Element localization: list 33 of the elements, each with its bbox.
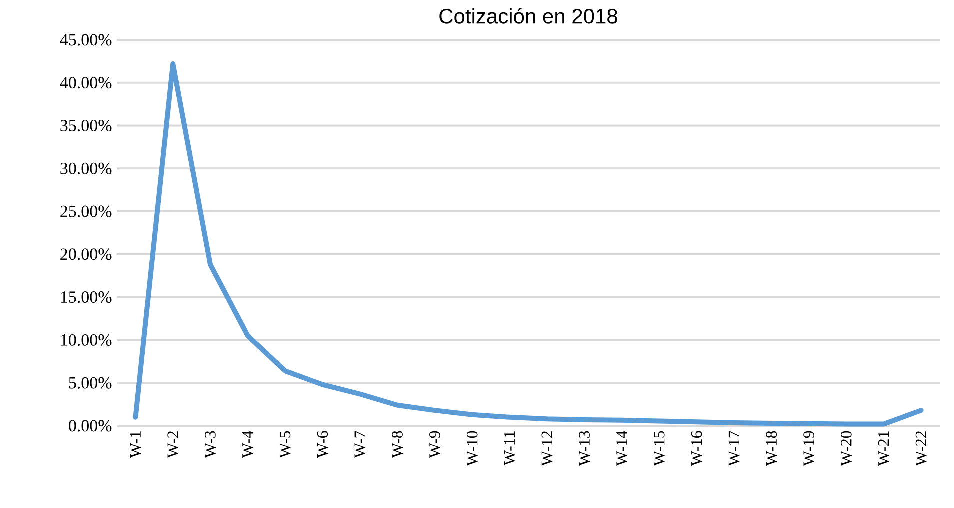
x-tick-label: W-2 [168,432,179,458]
y-tick-label: 15.00% [61,292,112,304]
x-tick-label: W-19 [804,431,814,466]
chart-title: Cotización en 2018 [440,8,618,24]
x-tick-label: W-1 [130,432,142,458]
y-tick-label: 20.00% [60,248,112,260]
x-tick-label: W-17 [728,431,740,466]
x-tick-label: W-13 [579,431,590,466]
x-tick-label: W-6 [317,431,328,458]
y-tick-label: 45.00% [60,34,112,46]
y-tick-label: 5.00% [69,377,112,389]
x-tick-label: W-20 [841,431,852,466]
x-tick-label: W-11 [504,432,516,466]
x-tick-label: W-21 [878,432,890,466]
x-tick-label: W-12 [542,432,553,466]
x-tick-label: W-10 [466,431,478,466]
x-tick-label: W-7 [354,431,366,458]
x-tick-label: W-18 [766,431,778,466]
x-tick-label: W-15 [654,431,665,466]
y-tick-label: 40.00% [60,77,112,89]
x-tick-label: W-14 [616,430,628,466]
x-tick-label: W-5 [280,431,291,458]
y-tick-label: 10.00% [61,334,112,346]
x-tick-label: W-3 [205,431,216,458]
y-tick-label: 25.00% [60,206,112,218]
y-tick-label: 35.00% [60,120,112,132]
x-tick-label: W-16 [691,431,702,466]
x-tick-label: W-22 [916,432,927,466]
x-tick-label: W-8 [392,431,404,458]
x-tick-label: W-9 [430,431,440,458]
y-tick-label: 30.00% [60,162,112,174]
y-tick-label: 0.00% [69,420,112,432]
x-tick-label: W-4 [242,430,254,458]
